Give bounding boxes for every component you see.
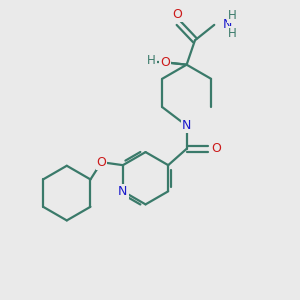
Text: H: H xyxy=(228,27,237,40)
Text: H: H xyxy=(147,54,155,67)
Text: N: N xyxy=(182,119,191,132)
Text: O: O xyxy=(97,156,106,169)
Text: O: O xyxy=(160,56,170,69)
Text: O: O xyxy=(160,55,170,68)
Text: N: N xyxy=(118,185,128,198)
Text: N: N xyxy=(223,18,232,31)
Text: O: O xyxy=(212,142,221,155)
Text: O: O xyxy=(172,8,182,21)
Text: H: H xyxy=(148,56,156,69)
Text: H: H xyxy=(228,9,237,22)
